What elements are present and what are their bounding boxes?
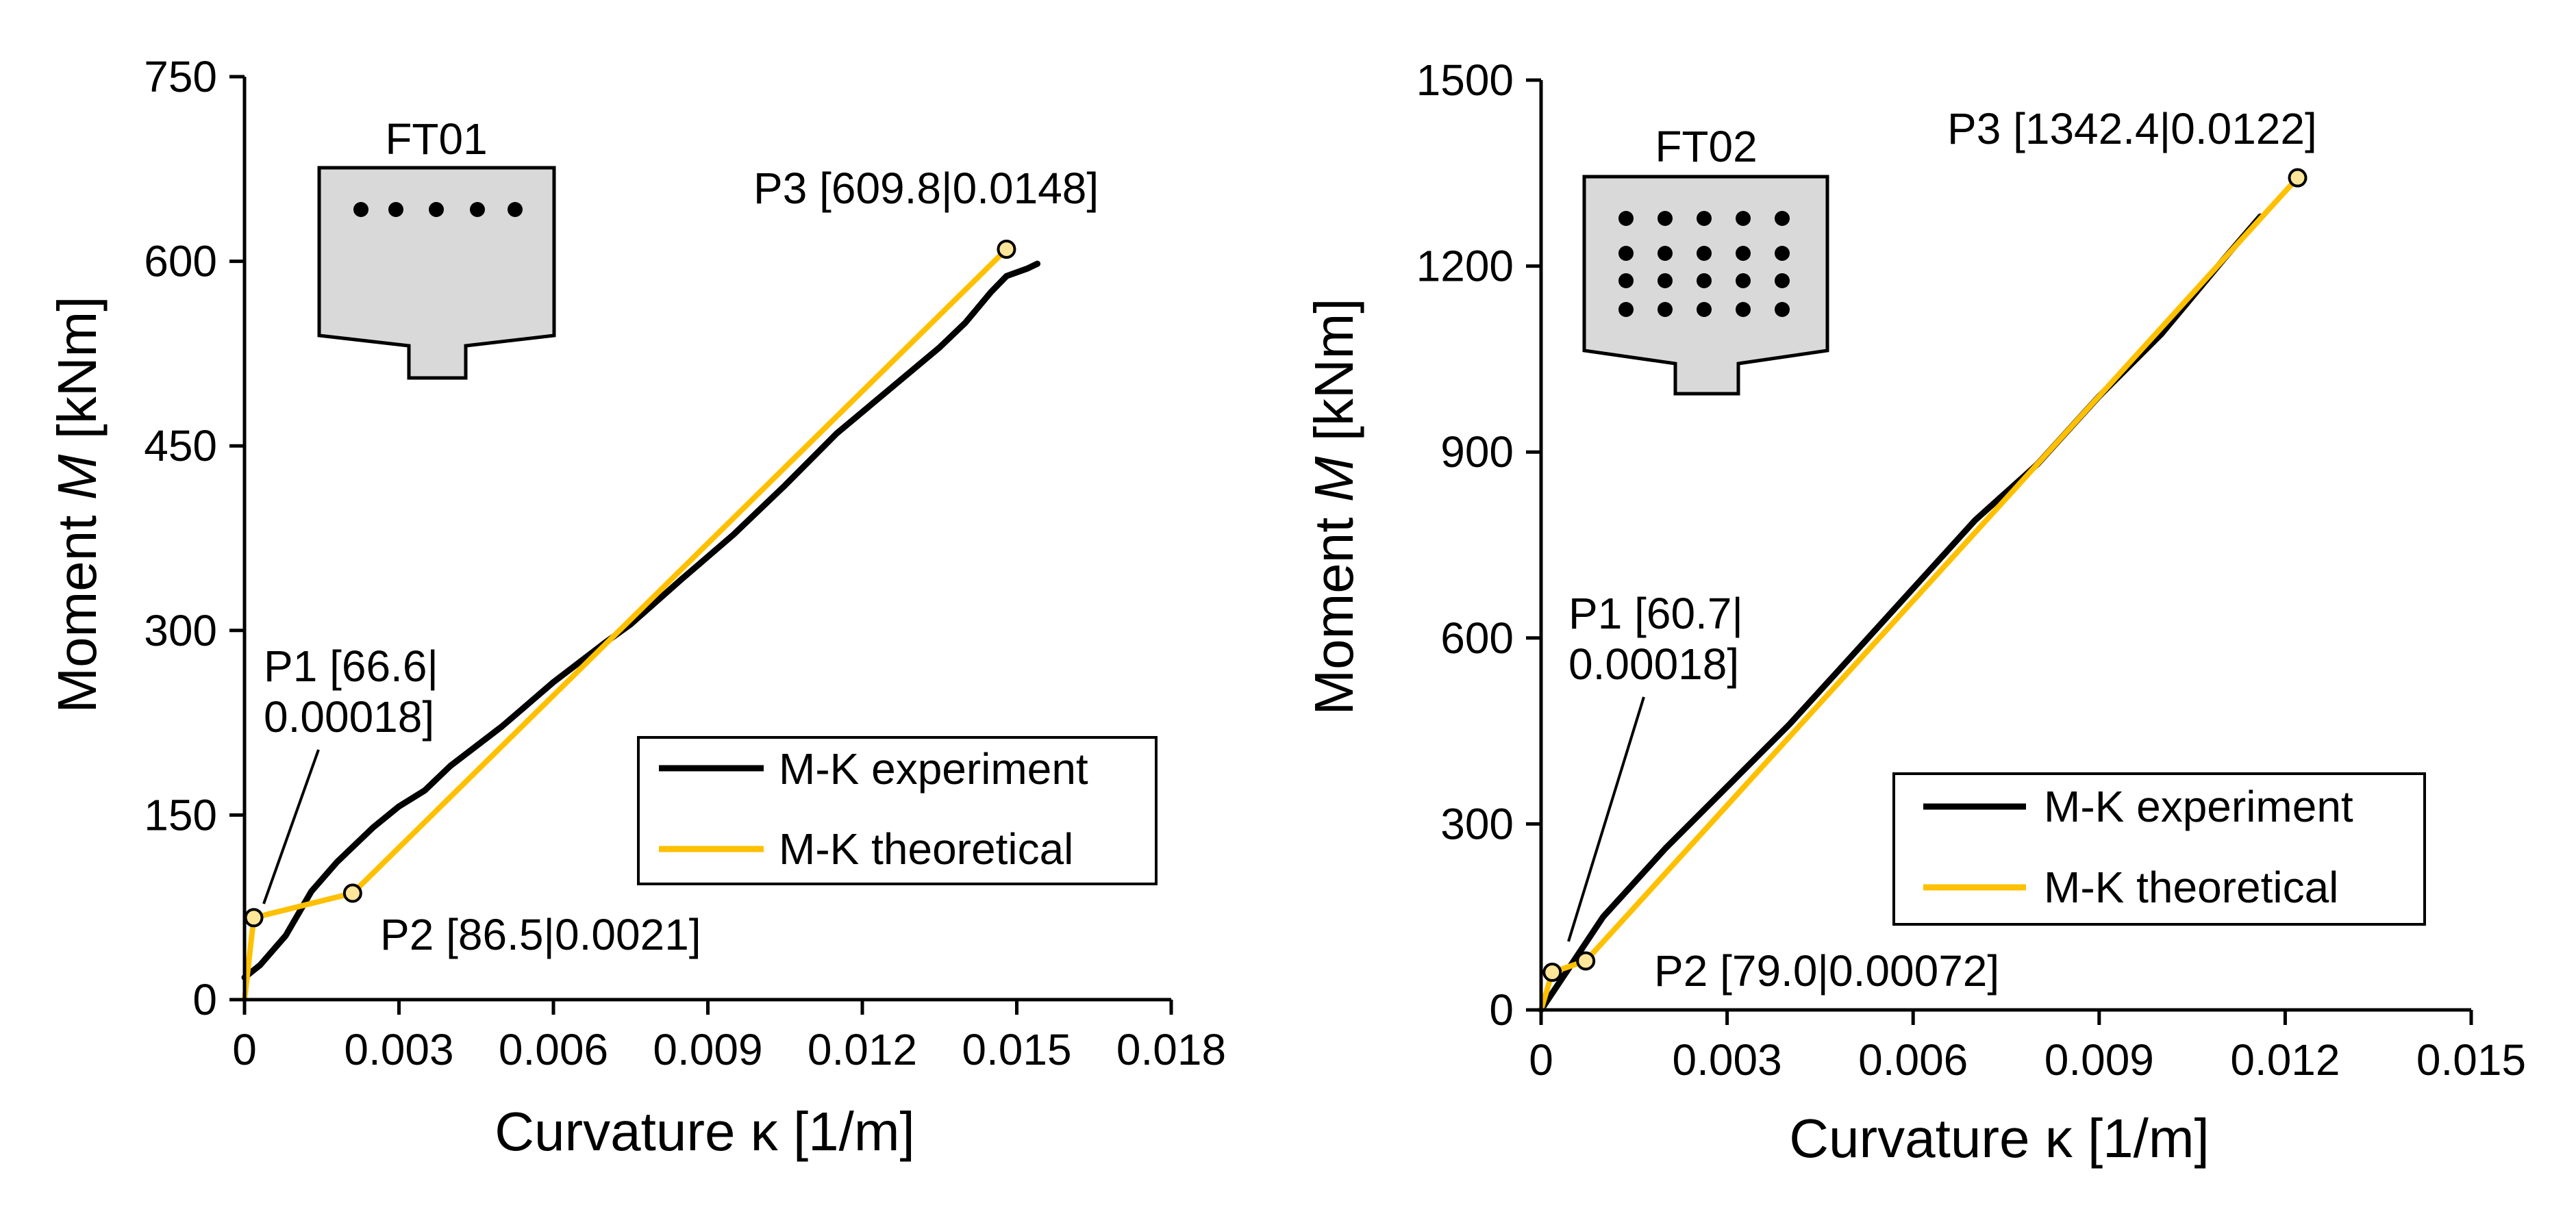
rebar-dot [1618, 302, 1634, 317]
y-axis-label-symbol: M [1303, 456, 1364, 502]
y-axis-label-prefix: Moment [1303, 502, 1364, 715]
x-tick-label: 0.006 [1858, 1035, 1968, 1085]
point-marker-p3 [2288, 168, 2308, 188]
legend-ft02: M-K experiment M-K theoretical [1892, 772, 2426, 926]
p2-label: P2 [79.0|0.00072] [1654, 946, 1999, 996]
point-marker-p2 [342, 883, 362, 903]
x-tick-label: 0.009 [2044, 1035, 2154, 1085]
series-line-theoretical [1538, 175, 2301, 1013]
rebar-dot [388, 202, 403, 217]
y-tick-label: 0 [1489, 985, 1514, 1035]
rebar-dot [1775, 211, 1790, 226]
rebar-dot [1697, 302, 1712, 317]
p1-label-line2: 0.00018] [1568, 639, 1739, 689]
p3-label: P3 [1342.4|0.0122] [1947, 104, 2317, 153]
x-tick-label: 0.003 [344, 1025, 453, 1074]
x-tick-label: 0 [1529, 1035, 1553, 1085]
rebar-dot [1618, 211, 1634, 226]
x-tick-label: 0 [232, 1025, 257, 1074]
legend-label-theoretical: M-K theoretical [779, 824, 1073, 874]
y-tick-label: 150 [144, 790, 217, 839]
y-tick-label: 1200 [1416, 242, 1514, 291]
x-axis-label: Curvature κ [1/m] [495, 1101, 915, 1162]
section-outline [317, 166, 556, 380]
rebar-dot [1618, 273, 1634, 288]
rebar-dot [429, 202, 444, 217]
p1-label: P1 [60.7| 0.00018] [1568, 589, 1743, 689]
point-marker-p3 [997, 239, 1016, 259]
rebar-dot [470, 202, 485, 217]
rebar-dot [1736, 211, 1751, 226]
x-tick-label: 0.003 [1673, 1035, 1782, 1085]
rebar-dots [353, 202, 523, 217]
point-marker-p2 [1576, 951, 1596, 971]
rebar-dot [1775, 246, 1790, 261]
rebar-dot [1618, 246, 1634, 261]
rebar-dot [508, 202, 523, 217]
p1-label-line1: P1 [66.6| [264, 642, 438, 691]
y-tick-label: 0 [192, 975, 217, 1024]
cross-section-ft02: FT02 [1582, 122, 1829, 396]
legend-box [1892, 772, 2426, 926]
legend-box [637, 736, 1158, 885]
x-tick-label: 0.015 [962, 1025, 1071, 1074]
legend-label-experiment: M-K experiment [779, 744, 1088, 794]
y-axis-label-prefix: Moment [47, 500, 108, 713]
chart-ft02: FT02 0 0.003 0.006 0.009 0.012 0.015 0 300 600 90… [1303, 55, 2526, 1169]
x-tick-label: 0.012 [808, 1025, 917, 1074]
p1-label: P1 [66.6| 0.00018] [264, 642, 438, 742]
y-tick-label: 300 [1440, 799, 1514, 848]
p1-label-line1: P1 [60.7| [1568, 589, 1743, 638]
p2-label: P2 [86.5|0.0021] [380, 910, 701, 959]
p1-leader-line [1567, 696, 1645, 942]
section-label: FT01 [385, 114, 487, 164]
y-axis-label-suffix: [kNm] [1303, 299, 1364, 457]
y-tick-label: 600 [1440, 613, 1514, 663]
rebar-dot [1697, 211, 1712, 226]
rebar-dot [1658, 273, 1673, 288]
y-tick-label: 1500 [1416, 55, 1514, 105]
legend-label-experiment: M-K experiment [2044, 782, 2353, 831]
series-line-experiment [1538, 213, 2264, 1013]
rebar-dot [1736, 246, 1751, 261]
p1-label-line2: 0.00018] [264, 692, 434, 742]
rebar-dot [353, 202, 368, 217]
rebar-dot [1736, 273, 1751, 288]
y-tick-label: 450 [144, 421, 217, 470]
section-label: FT02 [1655, 122, 1757, 171]
y-axis-label-symbol: M [47, 454, 108, 500]
x-tick-label: 0.018 [1116, 1025, 1226, 1074]
y-axis-label: Moment M [kNm] [47, 296, 108, 713]
rebar-dots [1618, 211, 1790, 317]
series-line-theoretical [242, 246, 1010, 1002]
y-tick-label: 600 [144, 237, 217, 286]
y-axis-label: Moment M [kNm] [1303, 299, 1364, 715]
point-marker-p1 [1542, 963, 1562, 983]
rebar-dot [1697, 273, 1712, 288]
y-axis-label-suffix: [kNm] [47, 296, 108, 455]
cross-section-ft01: FT01 [317, 114, 556, 380]
x-tick-label: 0.006 [499, 1025, 608, 1074]
rebar-dot [1775, 273, 1790, 288]
chart-ft01: FT01 0 0.003 0.006 0.009 0.012 0.015 0.018 0 150… [47, 52, 1226, 1162]
point-marker-p1 [244, 908, 264, 928]
x-tick-label: 0.012 [2230, 1035, 2340, 1085]
x-axis-label: Curvature κ [1/m] [1789, 1108, 2210, 1169]
rebar-dot [1658, 302, 1673, 317]
x-tick-label: 0.009 [653, 1025, 762, 1074]
rebar-dot [1736, 302, 1751, 317]
x-tick-label: 0.015 [2416, 1035, 2526, 1085]
legend-label-theoretical: M-K theoretical [2044, 863, 2338, 912]
rebar-dot [1658, 211, 1673, 226]
rebar-dot [1658, 246, 1673, 261]
p3-label: P3 [609.8|0.0148] [753, 164, 1099, 213]
y-tick-label: 300 [144, 606, 217, 655]
y-tick-label: 900 [1440, 427, 1514, 477]
p1-leader-line [262, 749, 320, 904]
legend-ft01: M-K experiment M-K theoretical [637, 736, 1158, 885]
rebar-dot [1697, 246, 1712, 261]
y-tick-label: 750 [144, 52, 217, 101]
rebar-dot [1775, 302, 1790, 317]
